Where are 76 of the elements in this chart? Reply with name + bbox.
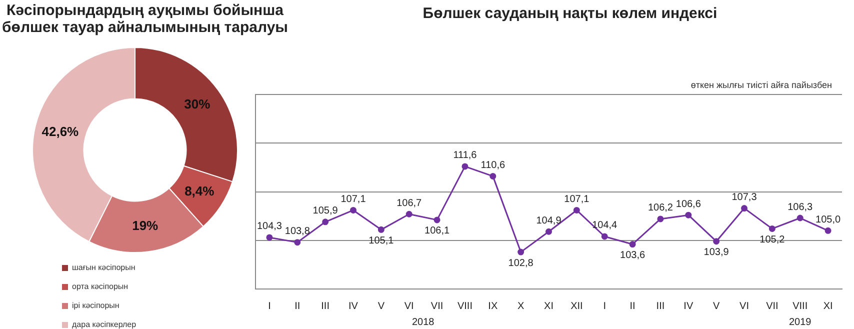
- point: [518, 248, 524, 256]
- data-label: 105,0: [816, 214, 841, 226]
- data-label: 42,6%: [42, 124, 80, 139]
- x-tick-label: IX: [488, 300, 498, 312]
- x-tick-label: VIII: [792, 300, 808, 312]
- data-label: 105,9: [312, 206, 338, 217]
- data-label: 30%: [184, 96, 211, 112]
- data-label: 104,4: [592, 220, 618, 232]
- x-tick-label: VI: [740, 300, 749, 312]
- x-tick-label: X: [517, 300, 524, 312]
- point: [657, 216, 664, 222]
- point: [322, 218, 329, 226]
- x-tick-label: I: [603, 300, 606, 312]
- point: [546, 228, 552, 235]
- legend-label: ірі кәсіпорын: [71, 300, 120, 312]
- x-tick-label: VIII: [457, 300, 472, 312]
- chart-title: Кәсіпорындардың ауқымы бойынша бөлшек тауар айналымының таралуы: [1, 2, 289, 36]
- point: [406, 210, 412, 218]
- x-tick-label: V: [712, 300, 720, 312]
- data-label: 107,3: [732, 192, 758, 204]
- point: [266, 234, 273, 241]
- x-tick-label: II: [630, 300, 636, 312]
- data-label: 103,9: [704, 247, 730, 258]
- data-label: 106,1: [424, 226, 450, 237]
- x-tick-label: II: [294, 300, 300, 312]
- data-label: 103,8: [284, 226, 310, 238]
- point: [741, 205, 748, 212]
- point: [629, 241, 636, 248]
- chart-title: Бөлшек сауданың нақты көлем индексі: [422, 5, 718, 22]
- x-tick-label: XII: [570, 300, 583, 312]
- data-label: 104,3: [256, 221, 282, 232]
- x-tick-label: VII: [766, 300, 778, 312]
- data-label: 110,6: [480, 160, 506, 171]
- point: [378, 226, 384, 233]
- text: 2019: [788, 317, 812, 328]
- point: [462, 163, 468, 170]
- data-label: 111,6: [453, 150, 478, 162]
- x-tick-label: IV: [348, 300, 358, 312]
- x-tick-label: IV: [684, 300, 694, 312]
- point: [294, 239, 301, 246]
- x-tick-label: VII: [430, 300, 444, 312]
- text: 2018: [412, 317, 435, 328]
- data-label: 106,2: [648, 202, 674, 214]
- point: [713, 238, 720, 245]
- legend-label: дара кәсіпкерлер: [71, 319, 136, 329]
- point: [434, 216, 440, 224]
- x-tick-label: XI: [823, 300, 833, 312]
- point: [685, 212, 692, 218]
- data-label: 104,9: [536, 215, 562, 226]
- legend-label: шағын кәсіпорын: [71, 262, 136, 274]
- chart-subtitle: өткен жылғы тиісті айға пайызбен: [690, 80, 832, 90]
- data-label: 107,1: [564, 194, 590, 205]
- data-label: 19%: [132, 218, 159, 233]
- point: [601, 233, 608, 240]
- x-tick-label: III: [656, 300, 665, 312]
- x-tick-label: I: [268, 300, 271, 312]
- data-label: 106,3: [788, 202, 814, 213]
- data-label: 8,4%: [184, 184, 215, 199]
- x-tick-label: III: [321, 300, 330, 312]
- x-tick-label: V: [378, 300, 385, 312]
- data-label: 106,6: [676, 198, 702, 210]
- data-label: 102,8: [508, 258, 534, 269]
- data-label: 103,6: [620, 250, 646, 262]
- x-tick-label: XI: [544, 300, 554, 312]
- point: [768, 225, 776, 232]
- point: [796, 214, 804, 222]
- point: [573, 206, 580, 214]
- point: [824, 227, 832, 234]
- data-label: 105,2: [760, 234, 786, 246]
- point: [350, 206, 356, 214]
- data-label: 107,1: [340, 194, 366, 205]
- data-label: 105,1: [368, 235, 394, 246]
- point: [490, 172, 496, 180]
- x-tick-label: VI: [404, 300, 414, 312]
- legend-label: орта кәсіпорын: [71, 281, 130, 293]
- data-label: 106,7: [396, 198, 422, 209]
